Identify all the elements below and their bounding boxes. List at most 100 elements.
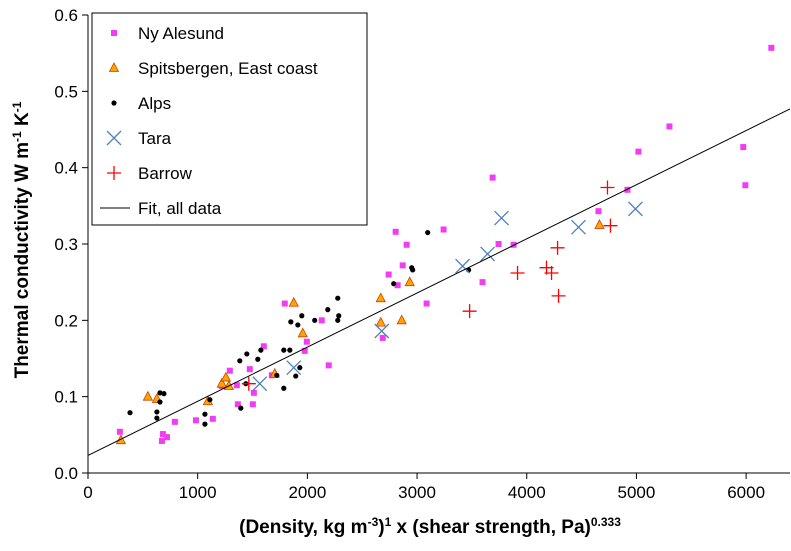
square-point [666, 123, 673, 130]
y-tick-label: 0.1 [54, 388, 78, 407]
dot-point [295, 322, 301, 328]
plus-point [550, 240, 565, 255]
superscript: -3 [368, 515, 379, 529]
dot-point [391, 281, 397, 287]
dot-point [154, 415, 160, 421]
triangle-point [404, 276, 415, 287]
dot-point [111, 100, 117, 106]
x-point [455, 258, 471, 274]
square-point [281, 300, 288, 307]
dot-point [287, 347, 293, 353]
y-tick-label: 0.3 [54, 235, 78, 254]
square-point [392, 228, 399, 235]
square-point [635, 148, 642, 155]
square-point [479, 279, 486, 286]
dot-point [157, 399, 163, 405]
square-point [226, 367, 233, 374]
y-tick-label: 0.5 [54, 82, 78, 101]
plus-point [462, 304, 477, 319]
square-point [318, 317, 325, 324]
x-point [494, 210, 509, 226]
square-point [159, 431, 166, 438]
plus-point [107, 166, 121, 180]
label-part: ) [378, 517, 384, 538]
dot-point [293, 373, 299, 379]
y-tick-label: 0.6 [54, 6, 78, 25]
square-point [624, 186, 631, 193]
dot-point [238, 405, 244, 411]
dot-point [127, 410, 133, 416]
dot-point [335, 317, 341, 323]
legend: Ny Alesund Spitsbergen, East coast Alps Tar… [91, 12, 368, 226]
square-point [233, 382, 240, 389]
square-point [394, 282, 401, 289]
plus-point [551, 288, 566, 303]
square-point [379, 334, 386, 341]
dot-point [335, 295, 341, 301]
x-point [480, 246, 496, 262]
square-point [768, 44, 775, 51]
dot-point [258, 347, 264, 353]
x-tick-label: 4000 [508, 483, 546, 502]
square-point [403, 241, 410, 248]
dot-point [274, 372, 280, 378]
square-point [399, 262, 406, 269]
y-tick-label: 0.2 [54, 311, 78, 330]
x-point [571, 219, 586, 235]
dot-point [336, 313, 342, 319]
plus-point [510, 266, 525, 281]
x-axis-label: (Density, kg m-3)1 x (shear strength, Pa… [239, 515, 621, 538]
legend-label: Barrow [138, 164, 193, 183]
superscript: -1 [10, 131, 24, 142]
dot-point [288, 319, 294, 325]
square-point [234, 401, 241, 408]
triangle-point [594, 219, 605, 229]
x-tick-label: 3000 [398, 483, 436, 502]
x-point [286, 360, 302, 376]
dot-point [157, 390, 163, 396]
dot-point [244, 351, 250, 357]
square-point [158, 437, 165, 444]
square-point [246, 366, 253, 373]
dot-point [325, 307, 331, 313]
fit-line [87, 108, 791, 456]
x-point [627, 201, 643, 217]
triangle-point [297, 327, 308, 338]
triangle-point [216, 377, 227, 388]
triangle-point [142, 390, 154, 401]
dot-point [207, 397, 213, 403]
triangle-point [375, 316, 386, 327]
dot-point [409, 265, 415, 271]
y-axis-label: Thermal conductivity W m-1 K-1 [10, 101, 33, 378]
x-tick-label: 2000 [288, 483, 326, 502]
x-tick-label: 0 [83, 483, 92, 502]
square-point [163, 434, 170, 441]
label-part: x (shear strength, Pa) [391, 517, 591, 538]
plus-point [544, 266, 559, 281]
x-point [252, 376, 268, 392]
superscript: 1 [385, 515, 392, 529]
triangle-point [288, 296, 299, 307]
square-point [742, 182, 749, 189]
triangle-point [375, 292, 386, 303]
dot-point [202, 411, 208, 417]
x-tick-label: 5000 [618, 483, 656, 502]
triangle-point [220, 371, 232, 382]
dot-point [299, 313, 305, 319]
dot-point [237, 358, 243, 364]
square-point [440, 226, 447, 233]
legend-label: Ny Alesund [138, 24, 224, 43]
x-point [374, 323, 390, 339]
square-point [301, 347, 308, 354]
x-point [106, 130, 122, 146]
dot-point [312, 317, 318, 323]
legend-label: Tara [138, 129, 172, 148]
y-tick-label: 0.0 [54, 464, 78, 483]
dot-point [281, 347, 287, 353]
label-part: K [12, 112, 33, 131]
dot-point [255, 356, 261, 362]
dot-point [161, 391, 167, 397]
dot-point [154, 409, 160, 415]
label-part: Thermal conductivity W m [12, 142, 33, 378]
